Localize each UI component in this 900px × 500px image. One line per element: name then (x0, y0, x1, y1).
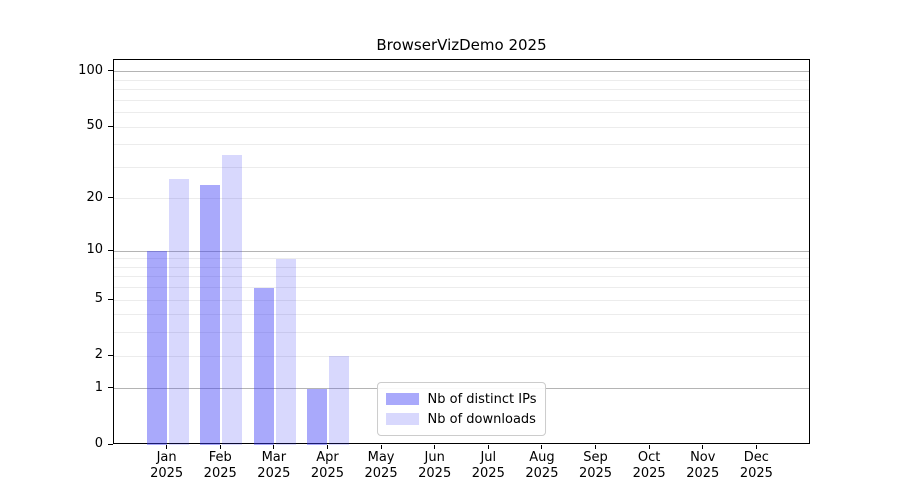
minor-gridline (114, 126, 809, 128)
y-tick-mark (108, 197, 113, 199)
chart-title: BrowserVizDemo 2025 (376, 36, 547, 54)
x-tick-mark (273, 445, 275, 449)
y-tick-label: 20 (86, 189, 103, 205)
x-tick-label-aug: Aug 2025 (525, 450, 559, 481)
y-tick-mark (108, 125, 113, 127)
x-tick-mark (487, 445, 489, 449)
y-tick-mark (108, 298, 113, 300)
minor-gridline (114, 89, 809, 91)
bar-downloads-apr (329, 356, 350, 445)
minor-gridline (114, 332, 809, 334)
x-tick-label-nov: Nov 2025 (686, 450, 720, 481)
y-tick-label: 10 (86, 242, 103, 258)
minor-gridline (114, 314, 809, 316)
x-tick-label-oct: Oct 2025 (632, 450, 666, 481)
x-tick-label-dec: Dec 2025 (739, 450, 773, 481)
bar-distinct-ips-jan (146, 251, 167, 445)
x-tick-mark (434, 445, 436, 449)
bar-distinct-ips-feb (200, 184, 221, 445)
minor-gridline (114, 198, 809, 200)
legend-label: Nb of distinct IPs (427, 391, 537, 407)
x-tick-mark (595, 445, 597, 449)
legend-swatch-downloads (385, 413, 419, 425)
x-tick-label-sep: Sep 2025 (578, 450, 613, 481)
x-tick-label-jan: Jan 2025 (150, 450, 184, 481)
bar-downloads-feb (222, 155, 243, 445)
minor-gridline (114, 276, 809, 278)
x-tick-mark (755, 445, 757, 449)
y-tick-label: 100 (78, 62, 103, 78)
plot-area: Nb of distinct IPs Nb of downloads (113, 59, 810, 445)
y-tick-label: 2 (94, 347, 103, 363)
bar-distinct-ips-apr (307, 388, 328, 445)
legend-box: Nb of distinct IPs Nb of downloads (376, 382, 547, 436)
x-tick-label-jun: Jun 2025 (418, 450, 452, 481)
major-gridline (114, 71, 809, 73)
minor-gridline (114, 144, 809, 146)
minor-gridline (114, 287, 809, 289)
x-tick-mark (648, 445, 650, 449)
x-tick-mark (326, 445, 328, 449)
y-tick-mark (108, 70, 113, 72)
x-tick-mark (166, 445, 168, 449)
x-tick-label-feb: Feb 2025 (203, 450, 237, 481)
minor-gridline (114, 112, 809, 114)
y-tick-mark (108, 443, 113, 445)
y-tick-mark (108, 387, 113, 389)
minor-gridline (114, 99, 809, 101)
minor-gridline (114, 355, 809, 357)
y-tick-mark (108, 354, 113, 356)
legend-swatch-distinct-ips (385, 393, 419, 405)
legend-item-distinct-ips: Nb of distinct IPs (385, 389, 537, 409)
bar-distinct-ips-mar (253, 287, 274, 445)
x-tick-mark (702, 445, 704, 449)
minor-gridline (114, 79, 809, 81)
x-tick-mark (541, 445, 543, 449)
y-tick-label: 1 (94, 379, 103, 395)
bar-downloads-mar (275, 258, 296, 445)
minor-gridline (114, 299, 809, 301)
y-tick-label: 50 (86, 118, 103, 134)
x-tick-mark (380, 445, 382, 449)
x-tick-label-may: May 2025 (364, 450, 398, 481)
y-tick-mark (108, 249, 113, 251)
x-tick-mark (219, 445, 221, 449)
x-tick-label-jul: Jul 2025 (471, 450, 505, 481)
minor-gridline (114, 266, 809, 268)
y-tick-label: 5 (94, 291, 103, 307)
legend-label: Nb of downloads (427, 411, 536, 427)
x-tick-label-apr: Apr 2025 (310, 450, 344, 481)
legend-item-downloads: Nb of downloads (385, 409, 537, 429)
y-tick-label: 0 (94, 436, 103, 451)
major-gridline (114, 250, 809, 252)
bar-downloads-jan (168, 178, 189, 445)
minor-gridline (114, 166, 809, 168)
x-tick-label-mar: Mar 2025 (257, 450, 291, 481)
minor-gridline (114, 258, 809, 260)
